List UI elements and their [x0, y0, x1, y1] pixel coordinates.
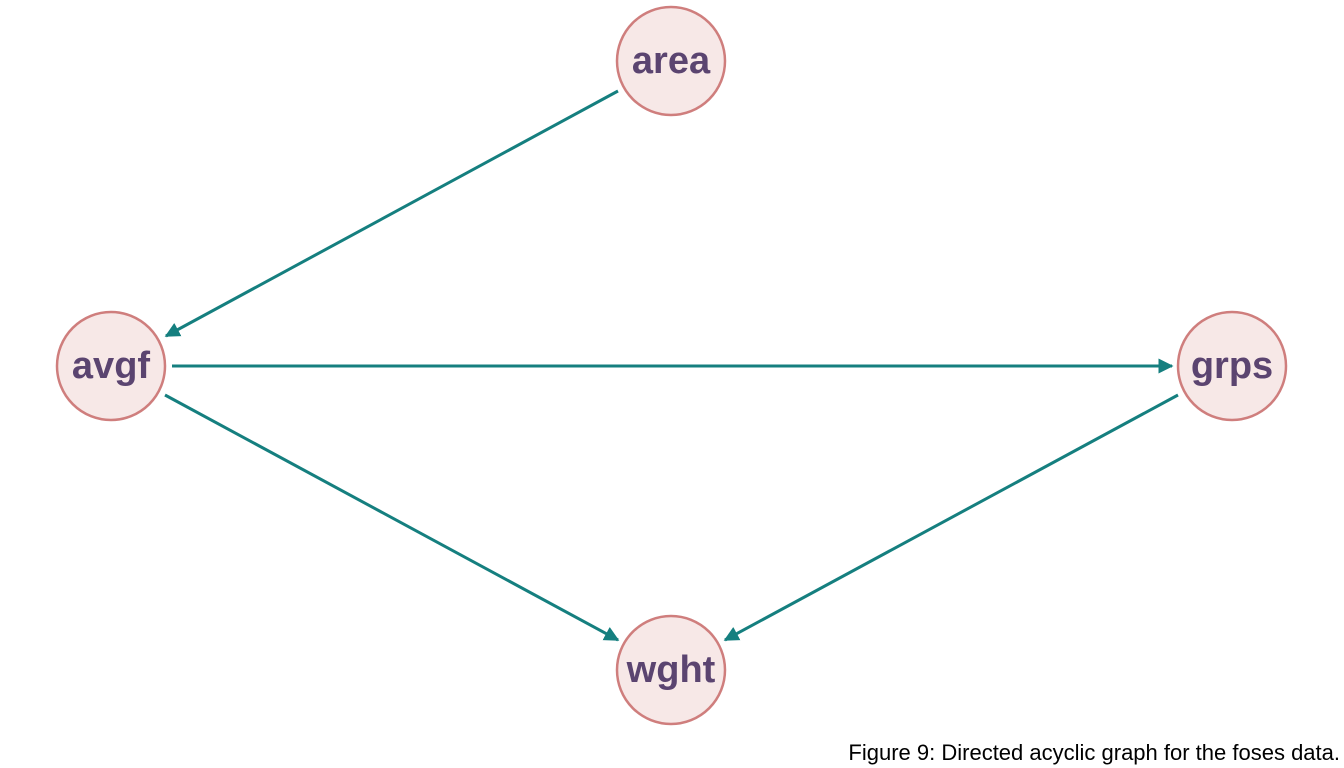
dag-diagram: area avgf grps wght	[55, 5, 1288, 726]
node-grps: grps	[1176, 310, 1288, 422]
node-wght-label: wght	[626, 649, 716, 691]
node-grps-label: grps	[1191, 345, 1273, 387]
node-wght-circle	[615, 614, 727, 726]
edge-avgf-wght	[164, 393, 620, 642]
node-avgf: avgf	[55, 310, 167, 422]
node-area-label: area	[632, 40, 711, 82]
edge-area-avgf	[164, 89, 619, 338]
edges-group	[164, 89, 1179, 642]
node-wght: wght	[615, 614, 727, 726]
node-grps-circle	[1176, 310, 1288, 422]
edge-grps-wght	[723, 393, 1179, 642]
node-avgf-label: avgf	[72, 345, 150, 387]
node-avgf-circle	[55, 310, 167, 422]
node-area: area	[615, 5, 727, 117]
node-area-circle	[615, 5, 727, 117]
figure-caption: Figure 9: Directed acyclic graph for the…	[848, 740, 1340, 765]
